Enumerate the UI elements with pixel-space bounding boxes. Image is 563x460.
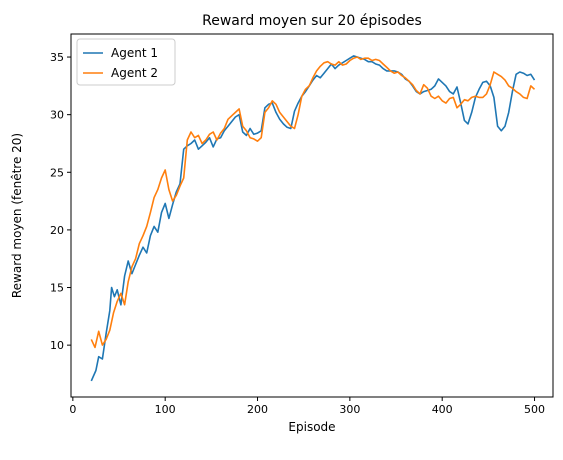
series-layer — [90, 55, 536, 382]
chart-title: Reward moyen sur 20 épisodes — [202, 13, 422, 29]
y-axis-label: Reward moyen (fenêtre 20) — [10, 133, 24, 298]
x-tick-label: 0 — [69, 403, 76, 416]
series-line-agent-2 — [90, 56, 536, 349]
y-tick-label: 10 — [50, 339, 64, 352]
x-axis-label: Episode — [288, 420, 335, 434]
legend-label-agent-2: Agent 2 — [111, 66, 158, 80]
y-tick-label: 35 — [50, 51, 64, 64]
y-tick-label: 20 — [50, 224, 64, 237]
x-tick-label: 400 — [432, 403, 453, 416]
x-tick-label: 300 — [339, 403, 360, 416]
axes-frame — [70, 33, 554, 398]
y-tick-label: 25 — [50, 166, 64, 179]
ticks-layer: 0 100 200 300 400 500 10 15 20 25 30 35 — [50, 51, 545, 416]
legend-label-agent-1: Agent 1 — [111, 46, 158, 60]
x-tick-label: 200 — [247, 403, 268, 416]
x-tick-label: 500 — [524, 403, 545, 416]
legend: Agent 1 Agent 2 — [76, 38, 176, 86]
x-tick-label: 100 — [155, 403, 176, 416]
y-tick-label: 30 — [50, 109, 64, 122]
y-tick-label: 15 — [50, 282, 64, 295]
